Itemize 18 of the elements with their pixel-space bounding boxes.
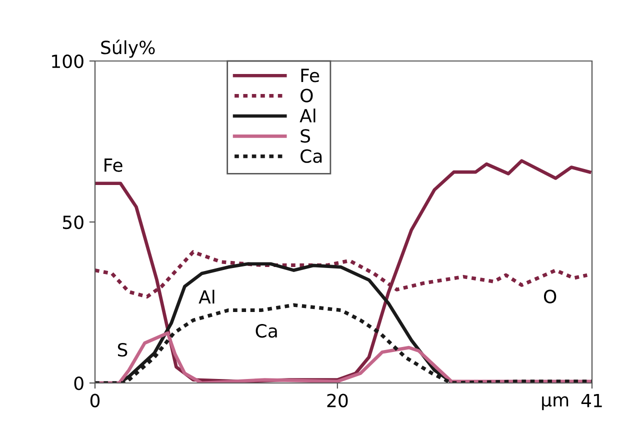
legend-label: Al <box>300 108 316 122</box>
text: Fe <box>104 158 122 172</box>
x-axis-title: µm <box>542 396 568 410</box>
y-tick-label: 50 <box>63 215 84 230</box>
y-tick-label: 100 <box>52 54 84 68</box>
text: Al <box>198 290 214 304</box>
text: O <box>544 290 556 304</box>
text: Ca <box>256 324 277 338</box>
y-axis-title: Súly% <box>101 40 155 58</box>
legend-label: O <box>300 88 313 102</box>
legend-label: Fe <box>301 68 320 82</box>
legend-label: S <box>300 129 310 143</box>
x-tick-label: 0 <box>90 394 100 408</box>
text: S <box>118 342 128 357</box>
y-tick-label: 0 <box>74 376 84 390</box>
legend-label: Ca <box>300 149 322 163</box>
x-tick-label: 20 <box>327 394 348 408</box>
x-tick-label: 41 <box>581 394 602 408</box>
